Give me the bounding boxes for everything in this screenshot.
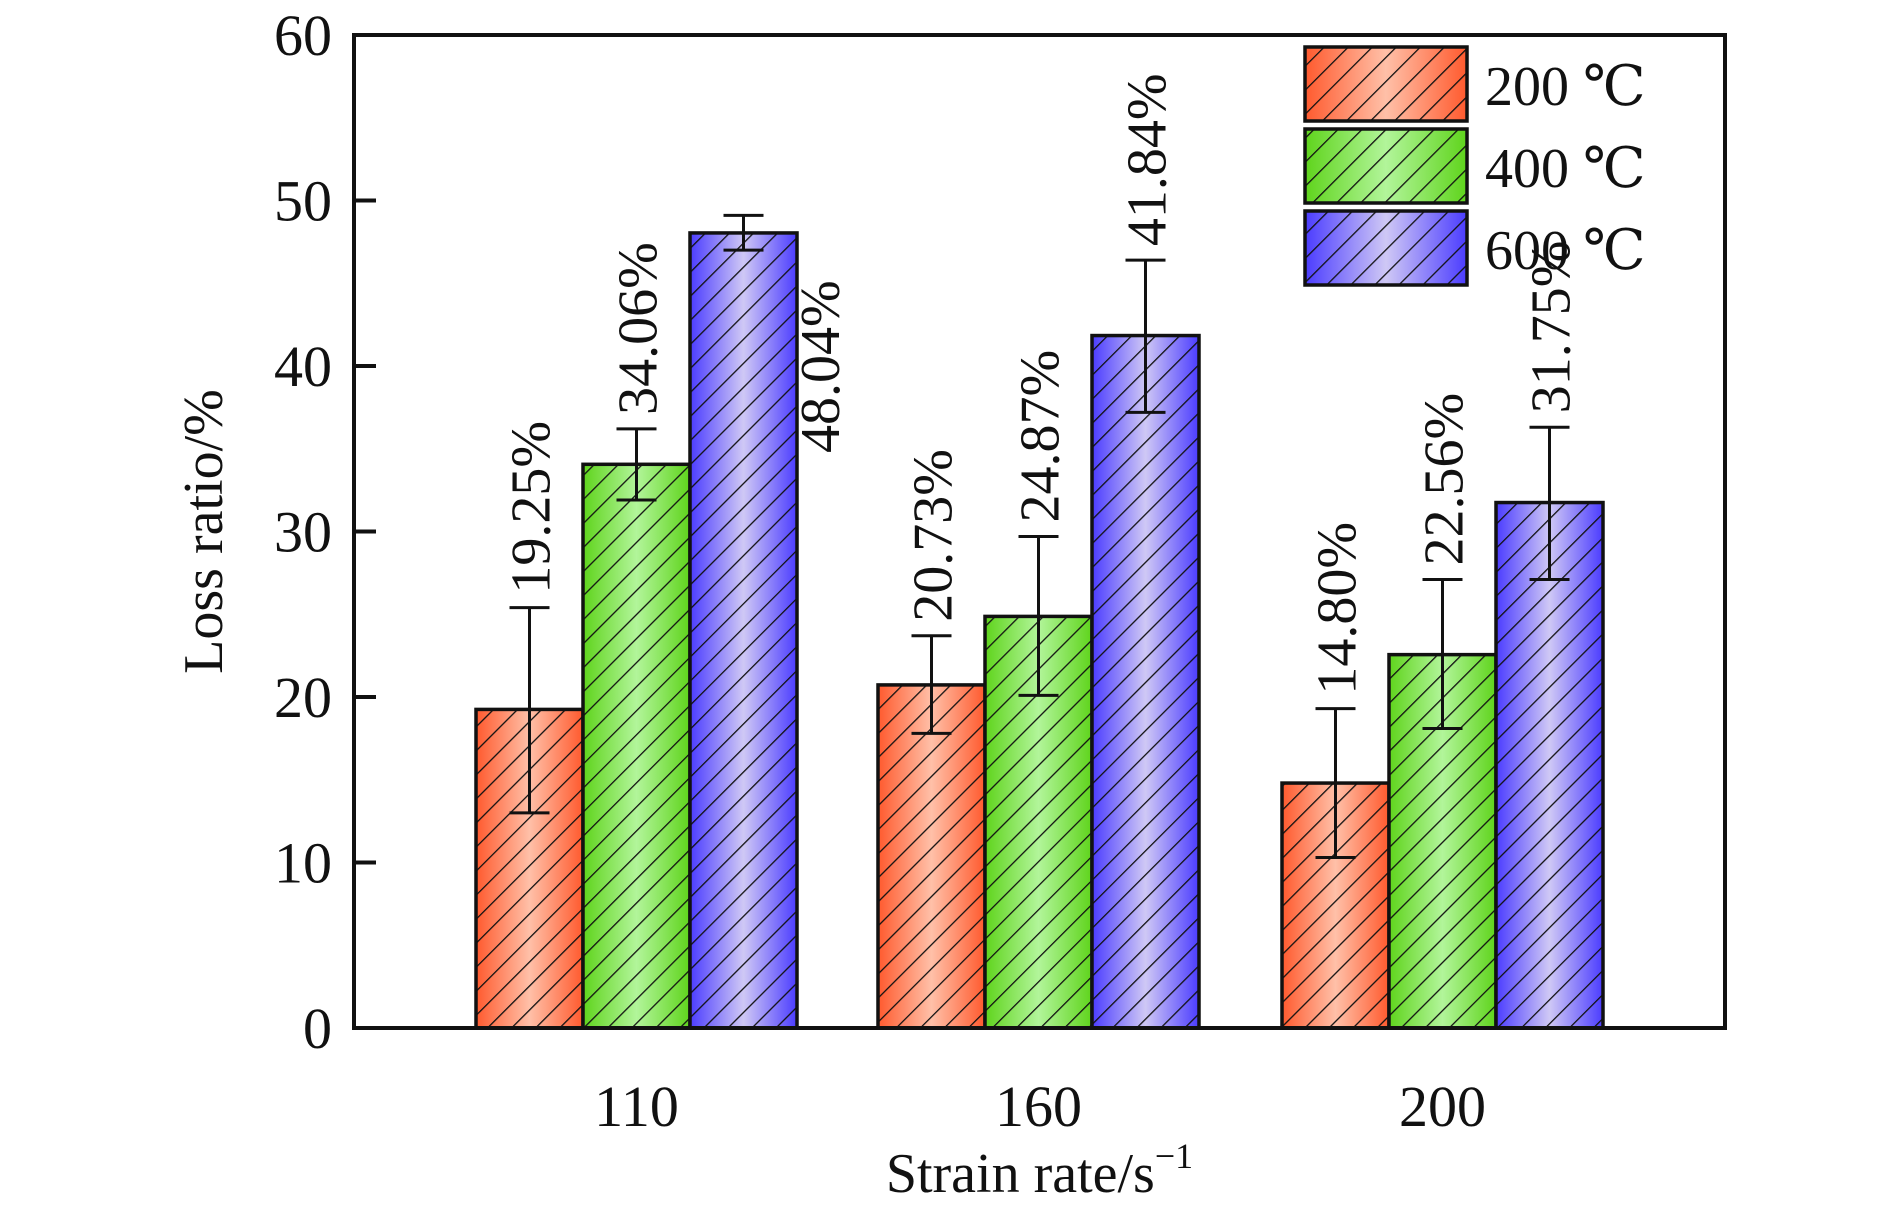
legend-label: 200 ℃	[1485, 56, 1646, 118]
legend-swatch	[1303, 209, 1469, 287]
bar-110-series-2	[688, 231, 799, 1030]
bar-hatch	[688, 231, 799, 1030]
error-bar	[723, 213, 764, 252]
bar-200-series-2	[1494, 500, 1605, 1030]
bar-hatch	[1090, 333, 1201, 1030]
x-axis-title-text: Strain rate/s	[886, 1143, 1155, 1205]
legend-item: 200 ℃	[1303, 45, 1646, 123]
x-axis-title-superscript: −1	[1155, 1136, 1193, 1176]
y-tick-label: 20	[274, 665, 332, 730]
data-label: 48.04%	[790, 280, 852, 453]
bar-hatch	[876, 683, 987, 1030]
data-label: 20.73%	[903, 449, 965, 622]
error-bar	[1018, 534, 1059, 697]
data-label: 19.25%	[501, 421, 563, 594]
x-axis-title: Strain rate/s−1	[886, 1136, 1193, 1205]
error-bar	[1422, 577, 1463, 730]
error-bars-layer	[509, 213, 1570, 860]
legend-swatch	[1303, 127, 1469, 205]
error-bar	[616, 427, 657, 502]
bar-160-series-2	[1090, 333, 1201, 1030]
legend-label: 400 ℃	[1485, 138, 1646, 200]
bar-160-series-0	[876, 683, 987, 1030]
y-tick-label: 30	[274, 500, 332, 565]
data-labels-layer: 19.25% 34.06% 48.04% 20.73% 24.87% 41.84% 14.8…	[501, 73, 1583, 694]
bars-layer	[474, 231, 1605, 1030]
y-tick-label: 10	[274, 831, 332, 896]
y-tick-label: 0	[303, 996, 332, 1061]
x-tick-label: 110	[594, 1074, 679, 1139]
legend: 200 ℃ 400 ℃ 600 ℃	[1303, 45, 1646, 287]
error-bar	[1125, 258, 1166, 414]
data-label: 41.84%	[1117, 73, 1179, 246]
x-tick-label: 200	[1399, 1074, 1486, 1139]
data-label: 22.56%	[1414, 393, 1476, 566]
error-bar	[1315, 707, 1356, 860]
y-axis-title: Loss ratio/%	[173, 389, 235, 674]
legend-item: 600 ℃	[1303, 209, 1646, 287]
bar-hatch	[581, 462, 692, 1030]
y-axis-ticks: 0 10 20 30 40 50 60	[274, 3, 376, 1061]
y-tick-label: 60	[274, 3, 332, 68]
x-tick-label: 160	[995, 1074, 1082, 1139]
legend-swatch	[1303, 45, 1469, 123]
error-bar	[1529, 425, 1570, 581]
data-label: 34.06%	[608, 242, 670, 415]
data-label: 24.87%	[1010, 350, 1072, 523]
bar-hatch	[1494, 500, 1605, 1030]
legend-item: 400 ℃	[1303, 127, 1646, 205]
y-tick-label: 40	[274, 334, 332, 399]
error-bar	[911, 634, 952, 735]
y-tick-label: 50	[274, 169, 332, 234]
bar-110-series-1	[581, 462, 692, 1030]
error-bar	[509, 606, 550, 815]
data-label: 14.80%	[1307, 522, 1369, 695]
data-label: 31.75%	[1521, 241, 1583, 414]
x-axis-ticks: 110 160 200	[594, 1074, 1486, 1139]
legend-label: 600 ℃	[1485, 220, 1646, 282]
